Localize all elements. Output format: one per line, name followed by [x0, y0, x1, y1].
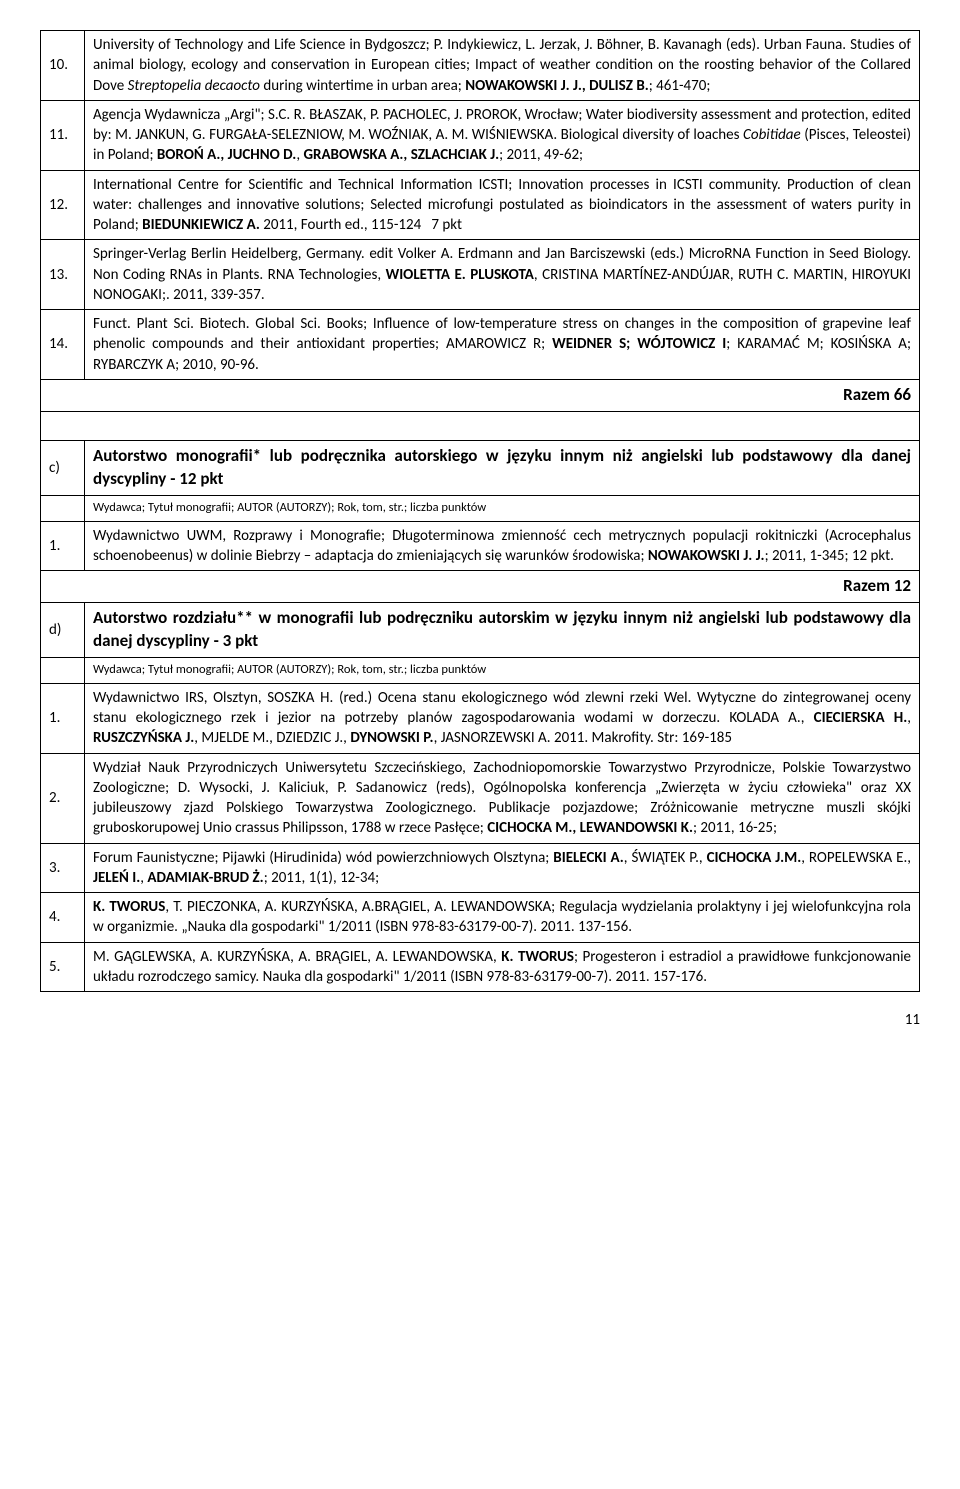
row-number: 5.: [41, 942, 85, 992]
entry-text: K. TWORUS, T. PIECZONKA, A. KURZYŃSKA, A…: [85, 893, 920, 943]
row-number: [41, 495, 85, 521]
entry-text: University of Technology and Life Scienc…: [85, 31, 920, 101]
section-d-meta: Wydawca; Tytuł monografii; AUTOR (AUTORZ…: [85, 658, 920, 684]
entry-text: Funct. Plant Sci. Biotech. Global Sci. B…: [85, 310, 920, 380]
entry-text: Wydział Nauk Przyrodniczych Uniwersytetu…: [85, 753, 920, 843]
row-number: 11.: [41, 100, 85, 170]
row-number: 1.: [41, 521, 85, 571]
razem-a: Razem 66: [41, 379, 920, 411]
entry-text: Springer-Verlag Berlin Heidelberg, Germa…: [85, 240, 920, 310]
page-number: 11: [40, 1010, 920, 1030]
row-number: [41, 658, 85, 684]
publications-table: 10.University of Technology and Life Sci…: [40, 30, 920, 992]
entry-text: Forum Faunistyczne; Pijawki (Hirudinida)…: [85, 843, 920, 893]
row-number: 2.: [41, 753, 85, 843]
entry-text: M. GĄGLEWSKA, A. KURZYŃSKA, A. BRĄGIEL, …: [85, 942, 920, 992]
entry-text: Agencja Wydawnicza „Argi"; S.C. R. BŁASZ…: [85, 100, 920, 170]
row-number: 3.: [41, 843, 85, 893]
row-number: 14.: [41, 310, 85, 380]
row-number: 4.: [41, 893, 85, 943]
row-number: c): [41, 440, 85, 495]
row-number: d): [41, 603, 85, 658]
row-number: 12.: [41, 170, 85, 240]
section-c-title: Autorstwo monografii* lub podręcznika au…: [85, 440, 920, 495]
entry-text: International Centre for Scientific and …: [85, 170, 920, 240]
row-number: 1.: [41, 683, 85, 753]
row-number: 10.: [41, 31, 85, 101]
entry-text: Wydawnictwo UWM, Rozprawy i Monografie; …: [85, 521, 920, 571]
row-number: 13.: [41, 240, 85, 310]
section-c-meta: Wydawca; Tytuł monografii; AUTOR (AUTORZ…: [85, 495, 920, 521]
section-d-title: Autorstwo rozdziału** w monografii lub p…: [85, 603, 920, 658]
entry-text: Wydawnictwo IRS, Olsztyn, SOSZKA H. (red…: [85, 683, 920, 753]
spacer: [41, 411, 920, 440]
razem-c: Razem 12: [41, 571, 920, 603]
